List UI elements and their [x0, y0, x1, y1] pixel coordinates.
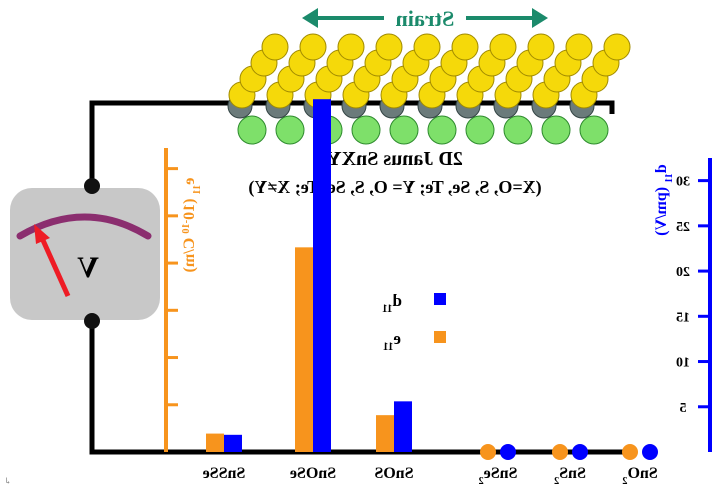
category-label-part: 2	[622, 476, 627, 487]
atom-green	[351, 115, 381, 145]
category-label-part: SnO	[627, 465, 657, 482]
atom-green	[275, 115, 305, 145]
e11-axis-title-part: C/m)	[181, 234, 198, 273]
legend-label-d11-part: 11	[382, 303, 392, 315]
category-label: SnOSe	[290, 465, 336, 482]
category-label-part: SnSSe	[203, 465, 246, 482]
atom-green	[579, 115, 609, 145]
atom-yellow	[337, 33, 365, 61]
e11-axis-title-part: 11	[192, 185, 203, 195]
strain-arrow-left-icon	[302, 8, 318, 28]
d11-tick-label-part: 30	[676, 175, 690, 190]
atom-green	[465, 115, 495, 145]
legend-swatch-d11	[434, 293, 446, 305]
d11-zero-marker	[572, 444, 588, 460]
d11-axis-title-part: (pm/V)	[653, 183, 670, 236]
atom-yellow	[375, 33, 403, 61]
voltmeter: V	[10, 178, 160, 329]
d11-tick-label-part: 15	[676, 310, 690, 325]
e11-bar	[376, 415, 394, 452]
atom-yellow	[565, 33, 593, 61]
atom-green	[541, 115, 571, 145]
d11-bar	[394, 401, 412, 452]
legend-swatch-e11	[434, 331, 446, 343]
strain-indicator: Strain	[302, 6, 548, 31]
e11-axis-title-part: -10	[181, 220, 192, 234]
d11-tick-label: 25	[676, 220, 690, 235]
strain-label: Strain	[396, 6, 455, 31]
d11-tick-label: 5	[680, 401, 687, 416]
legend-label-e11-part: e	[393, 329, 401, 348]
atom-yellow	[261, 33, 289, 61]
structure-title: 2D Janus SnXY	[327, 148, 463, 170]
e11-zero-marker	[480, 444, 496, 460]
janus-sn-xy-structure	[227, 33, 631, 145]
structure-subtitle: (X=O, S, Se, Te; Y= O, S, Se, Te; X≠Y)	[248, 177, 541, 198]
strain-arrow-right-icon	[532, 8, 548, 28]
voltmeter-scale-arc	[16, 213, 152, 240]
legend-label-e11: e11	[383, 329, 401, 353]
e11-axis-title: e11 (10-10 C/m)	[181, 178, 203, 273]
e11-zero-marker	[552, 444, 568, 460]
legend-label-d11: d11	[382, 291, 402, 315]
atom-yellow	[299, 33, 327, 61]
category-label: SnO2	[622, 465, 657, 487]
chart-bars	[206, 99, 658, 460]
d11-tick-label-part: 5	[680, 401, 687, 416]
category-label-part: SnOSe	[290, 465, 336, 482]
voltmeter-terminal-bottom	[84, 313, 100, 329]
atom-yellow	[527, 33, 555, 61]
voltmeter-terminal-top	[84, 178, 100, 194]
d11-tick-label: 10	[676, 356, 690, 371]
atom-green	[389, 115, 419, 145]
d11-bar	[313, 99, 331, 452]
needle-arrowhead-icon	[34, 224, 50, 244]
legend-label-d11-part: d	[392, 291, 402, 310]
voltmeter-needle	[39, 236, 71, 298]
d11-tick-label-part: 10	[676, 356, 690, 371]
atom-green	[503, 115, 533, 145]
corner-mark: ↳	[4, 476, 12, 486]
e11-bar	[206, 433, 224, 452]
legend-label-e11-part: 11	[383, 341, 393, 353]
atom-green	[237, 115, 267, 145]
category-label: SnS2	[554, 465, 586, 487]
category-label-part: SnS	[559, 465, 586, 482]
d11-axis-title-part: d	[653, 164, 670, 173]
category-label-part: SnOS	[374, 465, 413, 482]
atom-yellow	[413, 33, 441, 61]
d11-bar	[224, 434, 242, 452]
atom-green	[427, 115, 457, 145]
e11-zero-marker	[622, 444, 638, 460]
category-label: SnSSe	[203, 465, 246, 482]
d11-tick-label: 30	[676, 175, 690, 190]
d11-tick-label: 15	[676, 310, 690, 325]
e11-axis-title-part: (10	[181, 195, 198, 220]
d11-axis-title: d11 (pm/V)	[653, 164, 675, 236]
voltmeter-label: V	[77, 251, 99, 284]
atom-yellow	[451, 33, 479, 61]
atom-yellow	[603, 33, 631, 61]
category-label-part: 2	[479, 476, 484, 487]
category-label: SnOS	[374, 465, 413, 482]
d11-zero-marker	[500, 444, 516, 460]
atom-yellow	[489, 33, 517, 61]
d11-tick-label-part: 20	[676, 265, 690, 280]
category-label-part: 2	[554, 476, 559, 487]
category-label-part: SnSe	[484, 465, 518, 482]
d11-zero-marker	[642, 444, 658, 460]
d11-tick-label: 20	[676, 265, 690, 280]
category-label: SnSe2	[479, 465, 518, 487]
e11-axis-title-part: e	[181, 178, 198, 185]
e11-bar	[295, 247, 313, 452]
d11-tick-label-part: 25	[676, 220, 690, 235]
d11-axis-title-part: 11	[664, 173, 675, 183]
